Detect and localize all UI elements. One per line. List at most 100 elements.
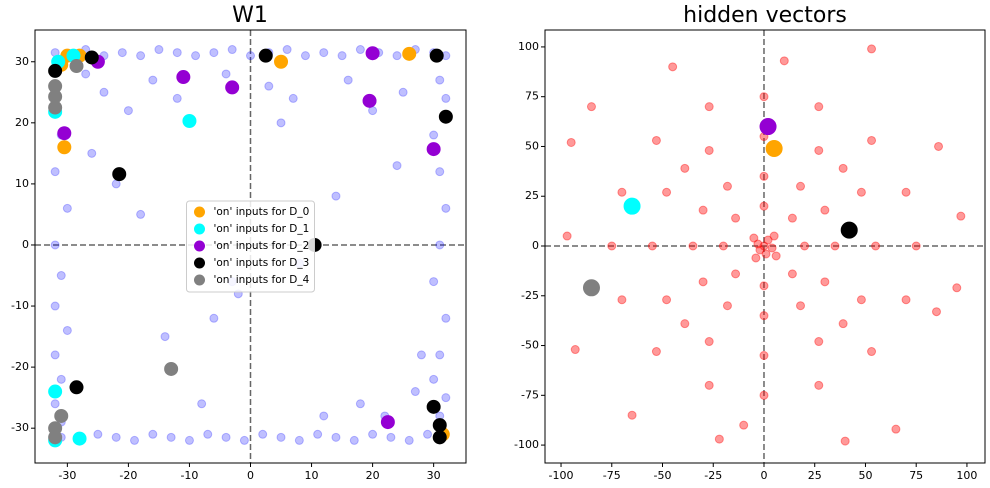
point — [771, 251, 781, 261]
point — [680, 319, 690, 329]
point — [62, 325, 72, 335]
point — [87, 148, 97, 158]
legend-marker — [194, 274, 205, 286]
point — [753, 239, 763, 249]
point — [331, 432, 341, 442]
point — [57, 140, 72, 155]
point — [148, 75, 158, 85]
x-tick-label: -20 — [119, 469, 137, 482]
point — [722, 181, 732, 191]
point — [796, 181, 806, 191]
point — [931, 307, 941, 317]
point — [441, 393, 451, 403]
point — [586, 102, 596, 112]
point — [438, 109, 453, 124]
point — [48, 100, 63, 115]
legend-box — [186, 200, 315, 293]
point — [759, 201, 769, 211]
x-tick-label: 0 — [760, 469, 767, 482]
chart-title: hidden vectors — [683, 3, 847, 28]
point — [623, 197, 641, 215]
point — [891, 424, 901, 434]
legend-label: 'on' inputs for D_3 — [214, 257, 310, 269]
y-tick-label: -25 — [521, 289, 539, 302]
y-tick-label: 100 — [518, 40, 539, 53]
point — [952, 283, 962, 293]
point — [154, 45, 164, 55]
y-tick-label: 0 — [22, 238, 29, 251]
point — [84, 50, 99, 65]
point — [264, 81, 274, 91]
point — [759, 92, 769, 102]
point — [429, 277, 439, 287]
point — [331, 191, 341, 201]
point — [50, 399, 60, 409]
chart-title: W1 — [232, 3, 268, 28]
point — [617, 187, 627, 197]
y-tick-label: -30 — [11, 421, 29, 434]
point — [840, 221, 858, 239]
y-tick-label: 50 — [525, 139, 539, 152]
y-tick-label: 75 — [525, 90, 539, 103]
point — [343, 75, 353, 85]
point — [759, 241, 769, 251]
point — [123, 106, 133, 116]
point — [814, 337, 824, 347]
point — [56, 271, 66, 281]
point — [787, 269, 797, 279]
y-tick-label: 20 — [15, 116, 29, 129]
point — [191, 51, 201, 61]
point — [117, 48, 127, 58]
point — [856, 187, 866, 197]
legend-marker — [194, 206, 205, 218]
point — [50, 301, 60, 311]
point — [759, 171, 769, 181]
x-tick-label: 30 — [427, 469, 441, 482]
point — [441, 313, 451, 323]
point — [688, 241, 698, 251]
point — [54, 408, 69, 423]
point — [739, 420, 749, 430]
point — [429, 374, 439, 384]
point — [662, 187, 672, 197]
point — [148, 429, 158, 439]
legend-label: 'on' inputs for D_2 — [214, 240, 310, 252]
point — [276, 432, 286, 442]
plot-frame — [34, 29, 467, 464]
point — [668, 62, 678, 72]
point — [50, 167, 60, 177]
point — [392, 161, 402, 171]
point — [166, 432, 176, 442]
point — [380, 415, 395, 430]
point — [731, 213, 741, 223]
x-tick-label: -30 — [58, 469, 76, 482]
point — [99, 87, 109, 97]
point — [410, 387, 420, 397]
point — [759, 390, 769, 400]
point — [749, 233, 759, 243]
y-tick-label: -75 — [521, 388, 539, 401]
point — [435, 167, 445, 177]
point — [274, 54, 289, 69]
point — [176, 70, 191, 85]
point — [130, 435, 140, 445]
point — [197, 399, 207, 409]
point — [651, 135, 661, 145]
legend-label: 'on' inputs for D_0 — [214, 206, 310, 218]
point — [416, 350, 426, 360]
point — [48, 384, 63, 399]
point — [647, 241, 657, 251]
point — [221, 432, 231, 442]
point — [867, 135, 877, 145]
point — [435, 350, 445, 360]
point — [759, 281, 769, 291]
point — [136, 209, 146, 219]
point — [225, 80, 240, 95]
point — [300, 51, 310, 61]
point — [562, 231, 572, 241]
point — [362, 93, 377, 108]
legend-marker — [194, 240, 205, 252]
point — [402, 46, 417, 61]
point — [288, 93, 298, 103]
